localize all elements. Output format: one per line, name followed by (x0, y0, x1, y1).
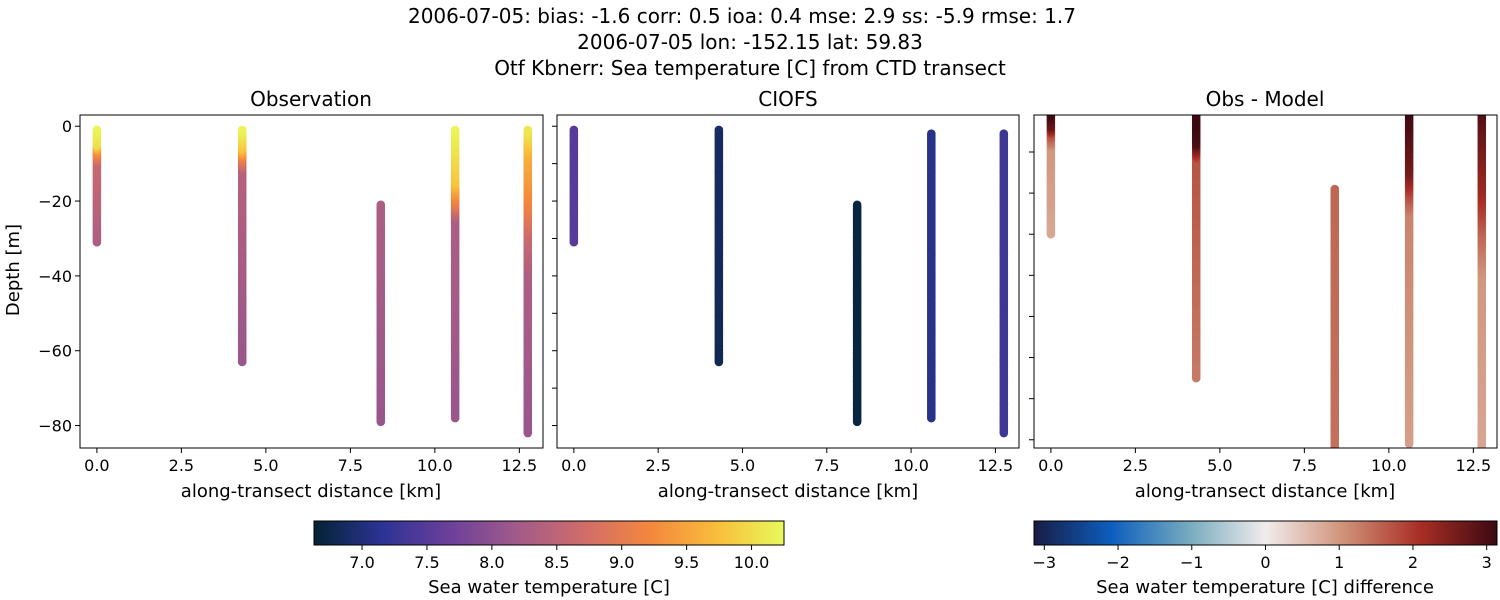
title-line-3: Otf Kbnerr: Sea temperature [C] from CTD… (494, 56, 1006, 80)
colorbar-tick-label: 9.0 (609, 553, 634, 572)
panel-1: 0.0 2.5 5.0 7.5 10.0 12.5 0 −20 −40 −60 −80 (38, 114, 544, 475)
scatter-points (569, 125, 1009, 438)
x-tick-label: 0.0 (561, 456, 586, 475)
colorbar-tick-label: 7.5 (414, 553, 439, 572)
colorbar-tick-label: 1 (1334, 553, 1344, 572)
colorbar-tick-label: 8.0 (479, 553, 504, 572)
x-tick-label: 7.5 (338, 456, 363, 475)
data-point-station-2 (237, 125, 247, 135)
axes-frame (556, 114, 1020, 449)
data-point-station-1 (1046, 115, 1056, 120)
x-tick-label: 7.5 (1292, 456, 1317, 475)
x-axis-label-2: along-transect distance [km] (658, 481, 918, 502)
data-point-station-2 (1191, 115, 1201, 120)
x-tick-label: 10.0 (1371, 456, 1407, 475)
colorbar-tick-label: −2 (1106, 553, 1130, 572)
x-tick-label: 5.0 (730, 456, 755, 475)
scatter-points (1046, 115, 1487, 448)
colorbar-tick-label: 3 (1482, 553, 1492, 572)
colorbar-tick-label: −3 (1033, 553, 1057, 572)
data-point-station-4 (1404, 115, 1414, 120)
panel-title-obs-minus-model: Obs - Model (1206, 87, 1325, 111)
y-tick-label: −60 (38, 342, 72, 361)
colorbar-label-temperature: Sea water temperature [C] (428, 577, 670, 598)
data-point-station-2 (714, 125, 724, 135)
colorbar-1: 7.0 7.5 8.0 8.5 9.0 9.5 10.0 (313, 520, 785, 572)
x-axis-label-3: along-transect distance [km] (1135, 481, 1395, 502)
data-point-station-1 (92, 125, 102, 135)
scatter-points (92, 125, 533, 438)
title-line-2: 2006-07-05 lon: -152.15 lat: 59.83 (577, 30, 923, 54)
x-tick-label: 10.0 (417, 456, 453, 475)
colorbar-label-difference: Sea water temperature [C] difference (1096, 577, 1434, 598)
colorbar-tick-label: 7.0 (349, 553, 374, 572)
data-point-station-3 (1330, 184, 1340, 194)
x-tick-label: 10.0 (893, 456, 929, 475)
panel-title-ciofs: CIOFS (758, 87, 817, 111)
x-tick-label: 5.0 (253, 456, 278, 475)
colorbar-tick-label: 0 (1260, 553, 1270, 572)
data-point-station-5 (999, 129, 1009, 139)
colorbar-tick-label: 8.5 (544, 553, 569, 572)
data-point-station-4 (450, 125, 460, 135)
data-point-station-4 (927, 129, 936, 139)
colorbar-2: −3 −2 −1 0 1 2 3 (1033, 520, 1498, 572)
colorbar-gradient (313, 520, 785, 546)
data-point-station-5 (523, 125, 533, 135)
data-point-station-1 (569, 125, 579, 135)
y-tick-label: −20 (38, 192, 72, 211)
x-tick-label: 12.5 (502, 456, 538, 475)
x-tick-label: 7.5 (814, 456, 839, 475)
panel-3: 0.0 2.5 5.0 7.5 10.0 12.5 (1029, 114, 1498, 475)
colorbar-tick-label: 10.0 (734, 553, 770, 572)
colorbar-gradient (1033, 520, 1498, 546)
x-axis-label-1: along-transect distance [km] (181, 481, 441, 502)
axes-frame (1033, 114, 1498, 449)
x-tick-label: 2.5 (645, 456, 670, 475)
data-point-station-3 (376, 200, 386, 210)
data-point-station-3 (852, 200, 862, 210)
data-point-station-5 (1477, 115, 1487, 120)
panel-2: 0.0 2.5 5.0 7.5 10.0 12.5 (552, 114, 1020, 475)
x-tick-label: 5.0 (1207, 456, 1232, 475)
colorbar-tick-label: −1 (1180, 553, 1204, 572)
y-axis-label: Depth [m] (3, 224, 24, 316)
panel-title-observation: Observation (250, 87, 372, 111)
x-tick-label: 0.0 (1038, 456, 1063, 475)
x-tick-label: 2.5 (169, 456, 194, 475)
x-tick-label: 12.5 (978, 456, 1014, 475)
y-tick-label: 0 (62, 117, 72, 136)
colorbar-tick-label: 9.5 (674, 553, 699, 572)
colorbar-tick-label: 2 (1408, 553, 1418, 572)
axes-frame (79, 114, 544, 449)
y-tick-label: −80 (38, 417, 72, 436)
x-tick-label: 0.0 (84, 456, 109, 475)
data-point-station-3 (1333, 447, 1337, 448)
title-line-1: 2006-07-05: bias: -1.6 corr: 0.5 ioa: 0.… (408, 4, 1076, 28)
x-tick-label: 12.5 (1456, 456, 1492, 475)
x-tick-label: 2.5 (1123, 456, 1148, 475)
y-tick-label: −40 (38, 267, 72, 286)
